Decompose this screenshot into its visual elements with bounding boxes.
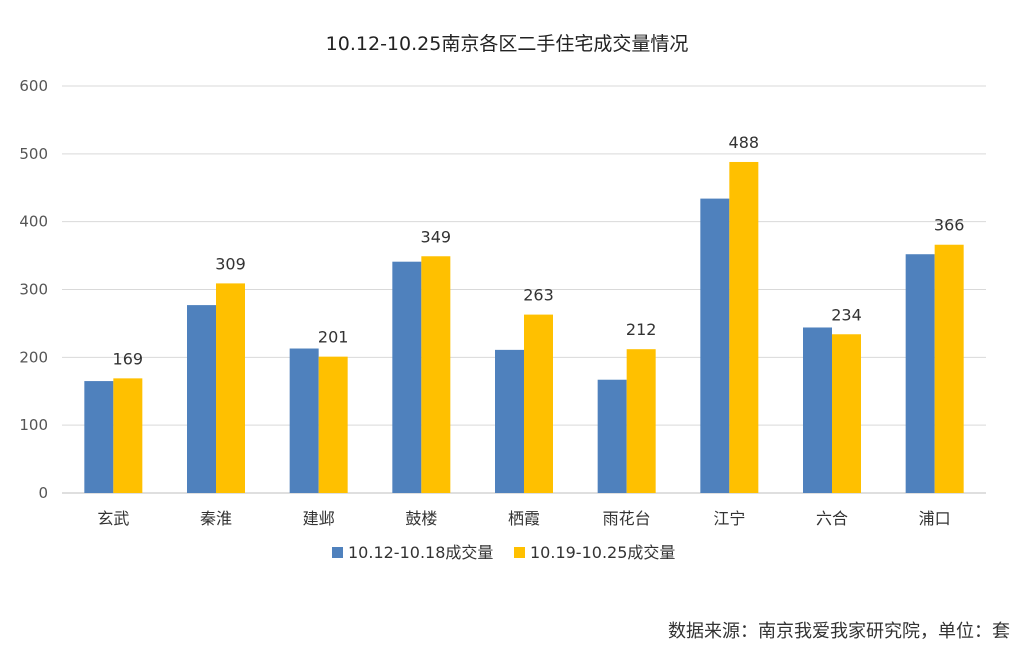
- x-category-label: 栖霞: [508, 509, 540, 528]
- y-tick-label: 400: [19, 213, 48, 231]
- chart-title: 10.12-10.25南京各区二手住宅成交量情况: [326, 33, 689, 55]
- y-tick-label: 100: [19, 416, 48, 434]
- x-category-label: 浦口: [919, 509, 951, 528]
- x-category-label: 雨花台: [603, 509, 651, 528]
- bar-week2: [318, 356, 348, 493]
- data-label: 234: [831, 305, 862, 324]
- bar-week1: [597, 379, 627, 493]
- bars: [84, 161, 964, 493]
- data-label: 488: [729, 133, 760, 152]
- legend: 10.12-10.18成交量 10.19-10.25成交量: [332, 543, 675, 562]
- bar-week2: [626, 349, 656, 493]
- source-note: 数据来源：南京我爱我家研究院，单位：套: [668, 621, 1010, 642]
- bar-week1: [289, 348, 319, 493]
- data-label: 201: [318, 328, 349, 347]
- x-category-label: 六合: [816, 509, 848, 528]
- bar-week1: [392, 261, 422, 493]
- x-category-label: 秦淮: [200, 509, 232, 528]
- y-tick-label: 600: [19, 77, 48, 95]
- data-label: 309: [215, 254, 246, 273]
- bar-week2: [729, 161, 759, 493]
- data-label: 212: [626, 320, 657, 339]
- y-tick-label: 500: [19, 145, 48, 163]
- bar-week1: [905, 254, 935, 493]
- bar-week1: [187, 305, 216, 493]
- bar-week2: [216, 283, 245, 493]
- legend-label: 10.12-10.18成交量: [348, 543, 493, 562]
- bar-week2: [421, 256, 451, 493]
- legend-swatch: [514, 547, 525, 558]
- y-tick-label: 0: [38, 484, 48, 502]
- bar-week1: [803, 327, 832, 493]
- bar-week2: [832, 334, 861, 493]
- data-label: 349: [421, 227, 452, 246]
- bar-week2: [524, 314, 553, 493]
- x-category-label: 江宁: [713, 509, 745, 528]
- data-labels: 169 309 201 349 263 212 488 234 366: [113, 133, 965, 368]
- bar-week1: [700, 198, 730, 493]
- legend-swatch: [332, 547, 343, 558]
- bar-week2: [934, 244, 964, 493]
- x-category-label: 建邺: [303, 509, 335, 528]
- y-tick-label: 200: [19, 348, 48, 366]
- y-axis-ticks: 0 100 200 300 400 500 600: [19, 77, 48, 502]
- legend-label: 10.19-10.25成交量: [530, 543, 675, 562]
- data-label: 263: [523, 286, 554, 305]
- bar-week1: [495, 349, 524, 493]
- x-axis-categories: 玄武 秦淮 建邺 鼓楼 栖霞 雨花台 江宁 六合 浦口: [97, 509, 950, 528]
- data-label: 169: [113, 349, 144, 368]
- x-category-label: 玄武: [97, 509, 129, 528]
- y-tick-label: 300: [19, 281, 48, 299]
- bar-week1: [84, 381, 114, 493]
- x-category-label: 鼓楼: [405, 509, 437, 528]
- bar-week2: [113, 378, 143, 493]
- data-label: 366: [934, 216, 965, 235]
